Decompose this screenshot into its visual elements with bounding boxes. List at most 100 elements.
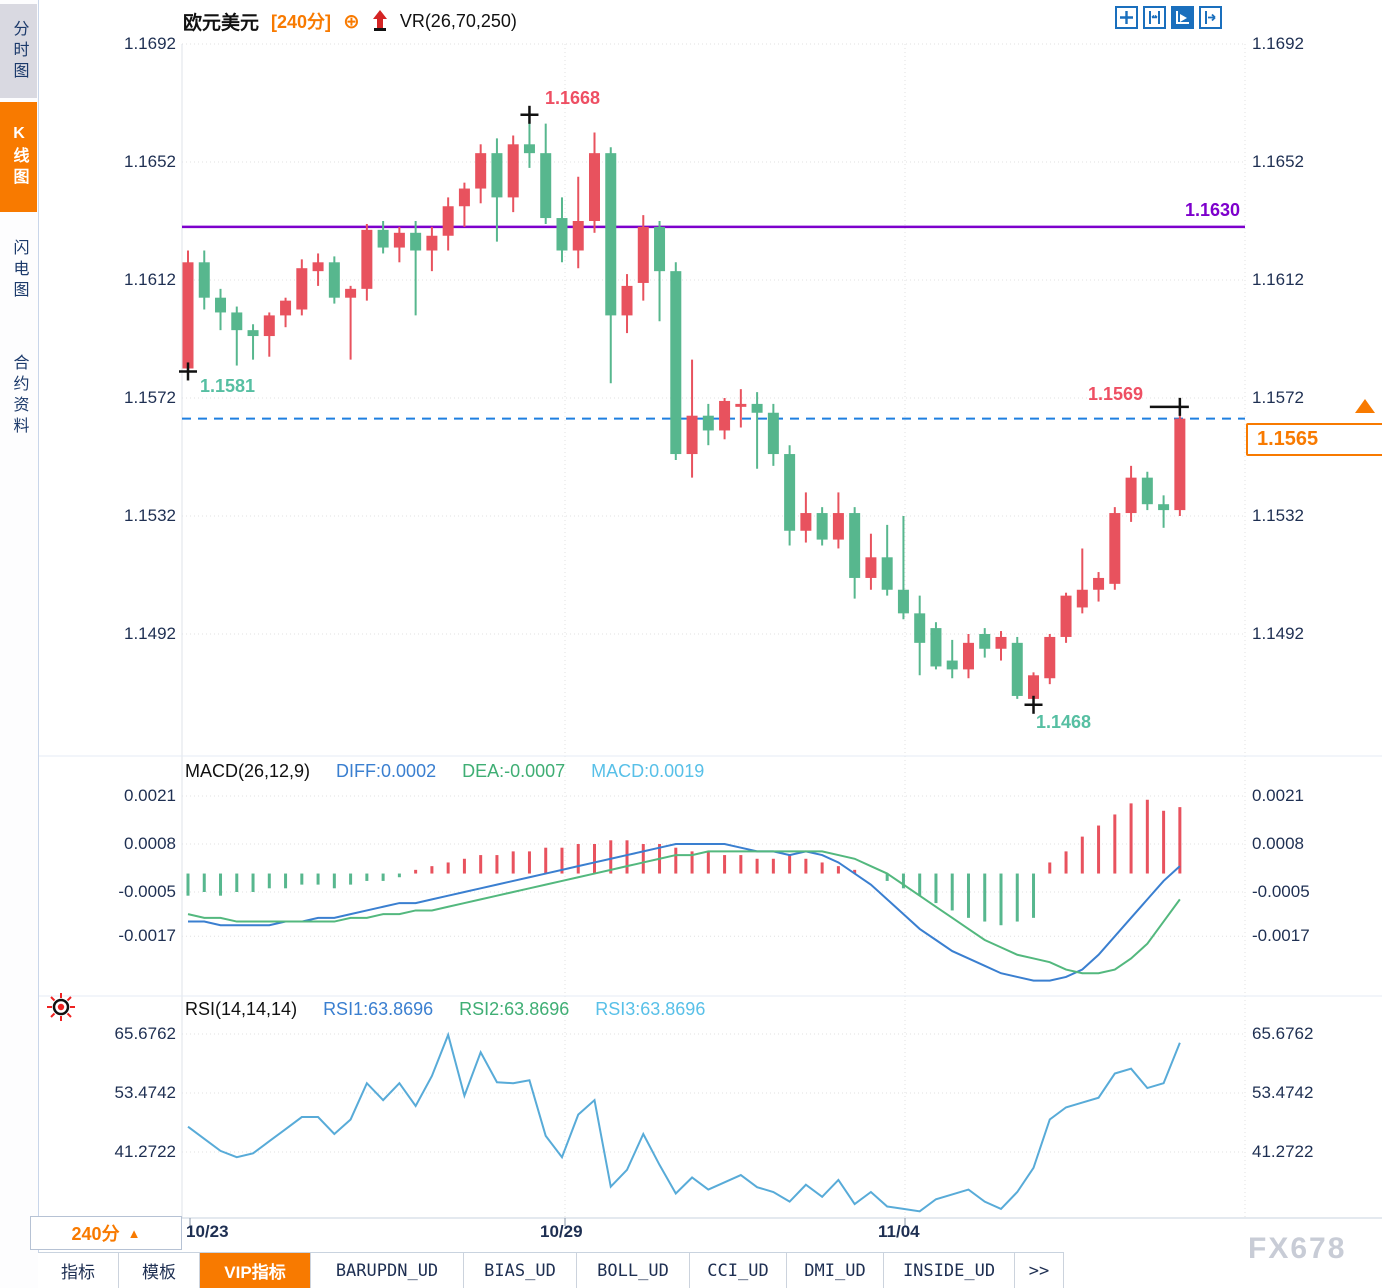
period-label[interactable]: [240分] — [271, 12, 332, 32]
chart-header: 欧元美元 [240分] ⊕ VR(26,70,250) — [183, 8, 517, 34]
price-axis-label: 1.1692 — [124, 34, 176, 53]
price-axis-label: 1.1612 — [124, 270, 176, 289]
candle-body — [540, 153, 552, 219]
candle-body — [1141, 477, 1153, 505]
price-axis-label: 1.1572 — [124, 388, 176, 407]
candle-body — [589, 153, 600, 221]
candle-body — [654, 226, 666, 272]
macd-diff-line — [188, 842, 1181, 982]
rsi-axis-label: 41.2722 — [1252, 1142, 1314, 1161]
candle-body — [637, 226, 649, 283]
price-axis-label: 1.1492 — [124, 624, 176, 643]
candle-body — [247, 330, 259, 337]
price-axis-label: 1.1612 — [1252, 270, 1304, 289]
start-low-price-label: 1.1581 — [200, 376, 256, 396]
candle-body — [995, 636, 1007, 649]
macd-title: MACD(26,12,9) — [185, 761, 311, 781]
bottom-tab-insideud[interactable]: INSIDE_UD — [884, 1253, 1015, 1288]
price-axis-label: 1.1492 — [1252, 624, 1304, 643]
macd-legend: MACD(26,12,9) DIFF:0.0002 DEA:-0.0007 MA… — [185, 761, 704, 782]
chart-toolbar — [1115, 6, 1222, 29]
sidebar-tab-1[interactable]: 分时图 — [0, 4, 37, 98]
bottom-tab->>[interactable]: >> — [1015, 1253, 1064, 1288]
candle-body — [263, 315, 275, 337]
candle-body — [1125, 477, 1137, 514]
price-axis-label: 1.1652 — [124, 152, 176, 171]
period-up-arrow-icon: ▲ — [127, 1225, 141, 1241]
level-line-label: 1.1630 — [1184, 200, 1240, 220]
candle-body — [946, 660, 958, 670]
current-price-arrow-icon — [1355, 399, 1375, 413]
candle-body — [865, 557, 877, 578]
candle-body — [914, 613, 926, 643]
rsi-axis-label: 53.4742 — [1252, 1083, 1314, 1102]
sidebar: 分时图 K线图闪电图合约资料 — [0, 0, 39, 1288]
jump-latest-icon[interactable] — [1199, 6, 1222, 29]
bottom-tab-vip[interactable]: VIP指标 — [200, 1253, 311, 1288]
bottom-tab-[interactable]: 指标 — [38, 1253, 119, 1288]
rsi-axis-label: 65.6762 — [114, 1024, 176, 1043]
candle-body — [751, 403, 763, 413]
candle-body — [1158, 504, 1170, 511]
axis-scale-icon[interactable] — [1143, 6, 1166, 29]
candle-body — [231, 312, 243, 331]
candle-body — [735, 403, 747, 407]
macd-dea-line — [187, 850, 1181, 975]
candle-body — [426, 235, 438, 251]
rsi-line — [187, 1031, 1181, 1213]
bottom-tab-bollud[interactable]: BOLL_UD — [577, 1253, 690, 1288]
date-label: 10/29 — [540, 1222, 583, 1241]
date-label: 10/23 — [186, 1222, 229, 1241]
sidebar-tab-2[interactable]: K线图 — [0, 102, 37, 212]
candle-body — [458, 188, 470, 207]
bottom-tab-biasud[interactable]: BIAS_UD — [464, 1253, 577, 1288]
alert-sun-icon[interactable] — [44, 990, 78, 1029]
watermark: FX678 — [1248, 1232, 1347, 1265]
candle-body — [849, 513, 861, 578]
candle-body — [702, 415, 714, 431]
price-axis-label: 1.1532 — [1252, 506, 1304, 525]
candle-body — [719, 400, 731, 431]
candle-body — [832, 513, 844, 540]
candle-body — [962, 642, 974, 670]
candle-body — [345, 288, 357, 298]
bottom-tab-dmiud[interactable]: DMI_UD — [787, 1253, 884, 1288]
price-axis-label: 1.1692 — [1252, 34, 1304, 53]
bottom-tab-barupdnud[interactable]: BARUPDN_UD — [311, 1253, 464, 1288]
date-label: 11/04 — [878, 1222, 920, 1241]
circle-plus-icon[interactable]: ⊕ — [343, 10, 360, 33]
candle-body — [605, 153, 617, 316]
recent-high-price-label: 1.1569 — [1088, 384, 1144, 404]
candle-body — [296, 268, 308, 310]
candle-body — [572, 221, 584, 251]
candle-body — [215, 297, 227, 313]
candle-body — [1174, 418, 1186, 511]
period-selector[interactable]: 240分 ▲ — [30, 1216, 182, 1250]
sidebar-tab-3[interactable]: 闪电图 — [10, 238, 28, 302]
vr-indicator-label[interactable]: VR(26,70,250) — [399, 10, 517, 31]
candle-body — [491, 153, 503, 198]
bottom-tab-[interactable]: 模板 — [119, 1253, 200, 1288]
candle-body — [881, 557, 893, 590]
macd-axis-label: 0.0021 — [1252, 786, 1304, 805]
macd-dea-value: DEA:-0.0007 — [462, 761, 566, 781]
current-price-badge: 1.1565 — [1246, 423, 1382, 456]
rsi3-value: RSI3:63.8696 — [595, 999, 706, 1019]
bottom-tab-cciud[interactable]: CCI_UD — [690, 1253, 787, 1288]
crosshair-move-icon[interactable] — [1115, 6, 1138, 29]
candle-body — [377, 229, 389, 248]
price-axis-label: 1.1572 — [1252, 388, 1304, 407]
candle-body — [198, 262, 210, 298]
rsi1-value: RSI1:63.8696 — [323, 999, 434, 1019]
sidebar-tab-4[interactable]: 合约资料 — [10, 354, 28, 438]
symbol-title: 欧元美元 — [183, 12, 260, 34]
auto-scroll-icon[interactable] — [1171, 6, 1194, 29]
macd-axis-label: 0.0021 — [124, 786, 176, 805]
candle-body — [670, 271, 682, 455]
candle-body — [393, 232, 405, 248]
macd-macd-value: MACD:0.0019 — [591, 761, 705, 781]
up-arrow-icon[interactable] — [372, 9, 388, 33]
price-axis-label: 1.1652 — [1252, 152, 1304, 171]
